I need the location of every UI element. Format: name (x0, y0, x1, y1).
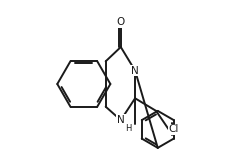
Text: N: N (117, 115, 125, 125)
Text: N: N (131, 66, 139, 76)
Text: H: H (125, 124, 132, 133)
Text: O: O (117, 17, 125, 27)
Text: Cl: Cl (169, 124, 179, 134)
